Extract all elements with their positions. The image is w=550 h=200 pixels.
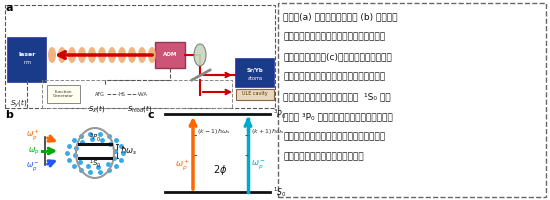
Text: $S_x(t)$: $S_x(t)$ bbox=[89, 102, 106, 114]
Text: 同弗洛凱准粒子之间的干涉效应。: 同弗洛凱准粒子之间的干涉效应。 bbox=[283, 152, 364, 161]
FancyBboxPatch shape bbox=[236, 59, 274, 87]
Ellipse shape bbox=[68, 47, 76, 63]
Text: AOM: AOM bbox=[163, 52, 177, 58]
Text: ULE cavity: ULE cavity bbox=[242, 92, 268, 97]
FancyBboxPatch shape bbox=[8, 38, 46, 82]
Text: $\hbar\omega_s$: $\hbar\omega_s$ bbox=[120, 145, 138, 157]
Text: c: c bbox=[148, 110, 155, 120]
Ellipse shape bbox=[78, 47, 86, 63]
Text: $(k-1)\hbar\omega_s$: $(k-1)\hbar\omega_s$ bbox=[197, 128, 231, 136]
Text: $S_y(t)$: $S_y(t)$ bbox=[10, 98, 27, 110]
FancyBboxPatch shape bbox=[278, 3, 546, 197]
Text: $^1S_0$: $^1S_0$ bbox=[273, 185, 287, 199]
Ellipse shape bbox=[88, 47, 96, 63]
Text: AFG: AFG bbox=[95, 92, 105, 97]
Text: laser: laser bbox=[18, 52, 36, 58]
FancyBboxPatch shape bbox=[47, 85, 80, 103]
Ellipse shape bbox=[194, 44, 206, 66]
Text: $^3P_0$: $^3P_0$ bbox=[89, 132, 101, 144]
Text: $(k+1)\hbar\omega_s$: $(k+1)\hbar\omega_s$ bbox=[251, 128, 285, 136]
Text: HS: HS bbox=[119, 92, 125, 97]
Text: $\omega_p^+$: $\omega_p^+$ bbox=[26, 128, 40, 142]
Ellipse shape bbox=[58, 47, 66, 63]
Text: 图示：(a) 实验的装置示意图 (b) 通过对晶: 图示：(a) 实验的装置示意图 (b) 通过对晶 bbox=[283, 12, 398, 21]
Ellipse shape bbox=[108, 47, 116, 63]
Text: Function
Generator: Function Generator bbox=[53, 90, 74, 98]
Text: 子可以借助弗洛凱准粒子辅助从  ¹S₀ 能级: 子可以借助弗洛凱准粒子辅助从 ¹S₀ 能级 bbox=[283, 92, 390, 101]
Text: $S_{mod}(t)$: $S_{mod}(t)$ bbox=[128, 102, 152, 114]
Text: 导致两条通道产生，从而通过不同过程，原: 导致两条通道产生，从而通过不同过程，原 bbox=[283, 72, 385, 81]
Text: $\omega_p^+$: $\omega_p^+$ bbox=[175, 158, 190, 172]
Ellipse shape bbox=[118, 47, 126, 63]
Text: 初始过程相关的相对相位差，从而会发生不: 初始过程相关的相对相位差，从而会发生不 bbox=[283, 132, 385, 141]
Text: $\omega_p$: $\omega_p$ bbox=[29, 145, 40, 157]
Text: 生弗洛凱准粒子。(c)钟激光上的周期性驱动: 生弗洛凱准粒子。(c)钟激光上的周期性驱动 bbox=[283, 52, 392, 61]
Ellipse shape bbox=[138, 47, 146, 63]
Text: 跃迁到 ³P₀ 能级。由于两个过程之间存在与: 跃迁到 ³P₀ 能级。由于两个过程之间存在与 bbox=[283, 112, 393, 121]
Text: 格激光进行周期性驱动，可以在原子周围产: 格激光进行周期性驱动，可以在原子周围产 bbox=[283, 32, 385, 41]
Text: nm: nm bbox=[23, 60, 31, 66]
Text: $\omega_p^-$: $\omega_p^-$ bbox=[26, 161, 40, 173]
FancyBboxPatch shape bbox=[236, 89, 274, 100]
Text: $2\phi$: $2\phi$ bbox=[213, 163, 227, 177]
Ellipse shape bbox=[148, 47, 156, 63]
Ellipse shape bbox=[48, 47, 56, 63]
Text: $^1S_0$: $^1S_0$ bbox=[89, 158, 101, 170]
Ellipse shape bbox=[128, 47, 136, 63]
FancyBboxPatch shape bbox=[155, 42, 185, 68]
Text: $\omega_p^-$: $\omega_p^-$ bbox=[251, 159, 266, 171]
Text: Sr/Yb: Sr/Yb bbox=[246, 68, 263, 72]
Text: $^3P_0$: $^3P_0$ bbox=[273, 107, 287, 121]
Text: a: a bbox=[5, 3, 13, 13]
Ellipse shape bbox=[98, 47, 106, 63]
Text: b: b bbox=[5, 110, 13, 120]
Text: atoms: atoms bbox=[248, 75, 263, 80]
Text: VVA: VVA bbox=[138, 92, 148, 97]
